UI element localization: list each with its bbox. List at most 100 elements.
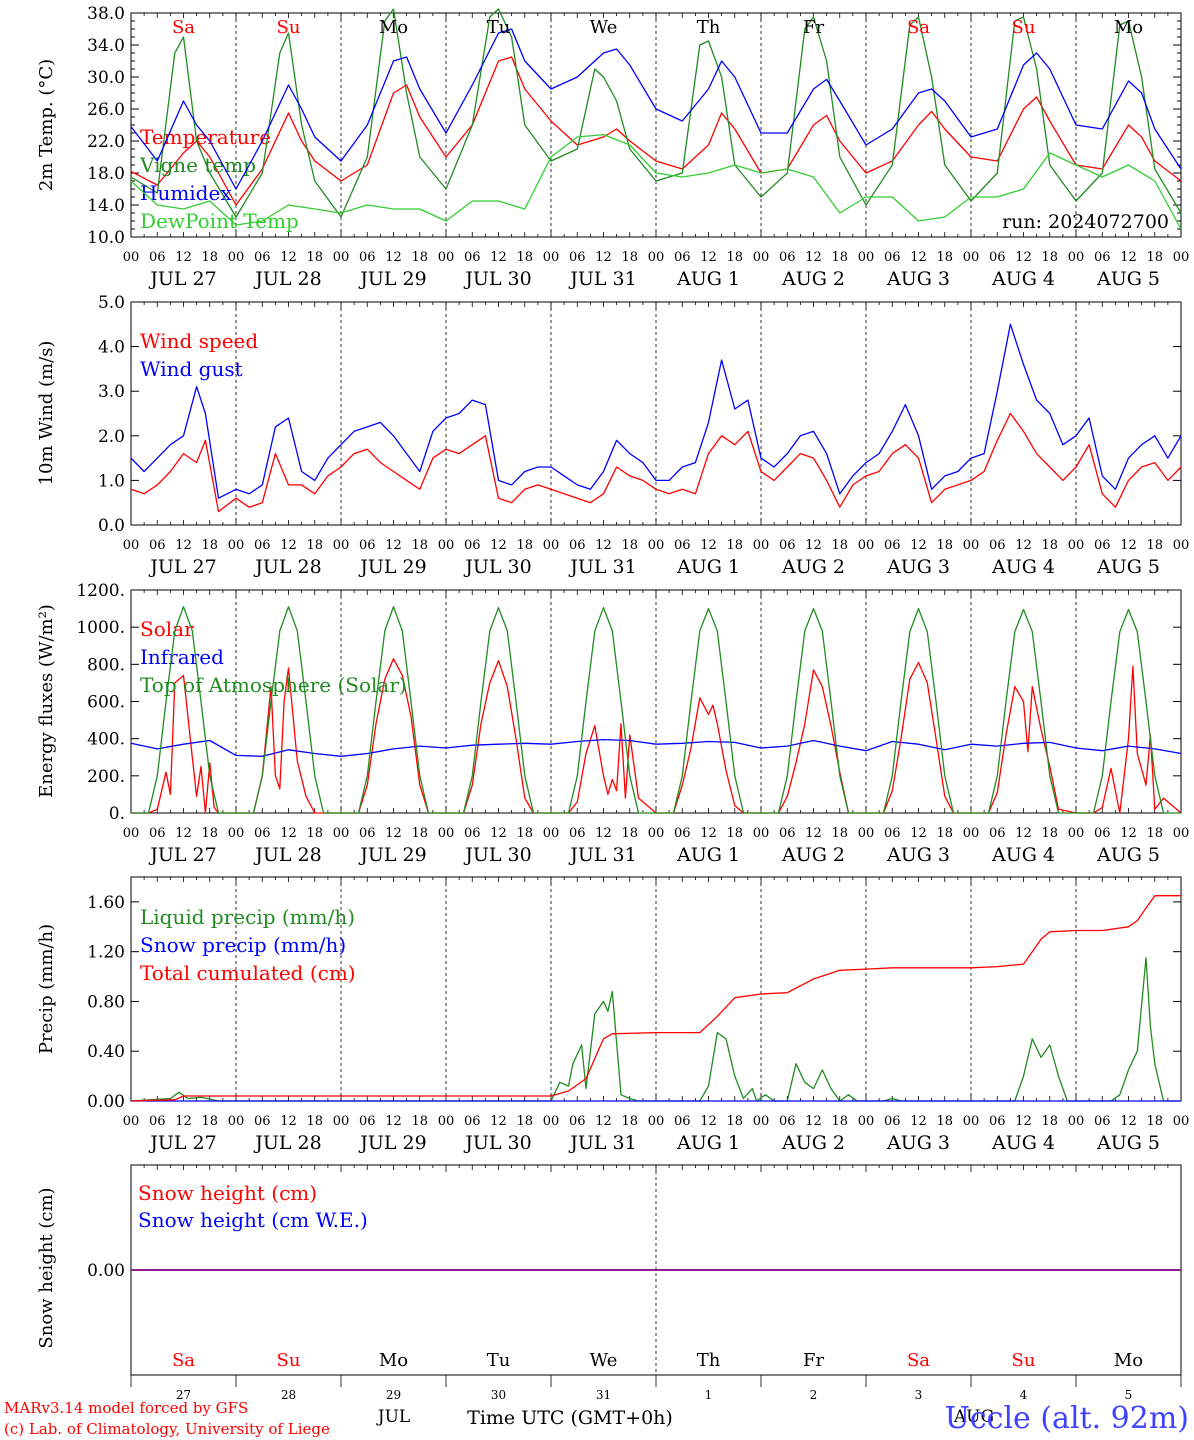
hour-tick-label: 06 xyxy=(254,250,271,265)
hour-tick-label: 00 xyxy=(228,1114,245,1129)
date-label: AUG 5 xyxy=(1096,268,1160,290)
hour-tick-label: 18 xyxy=(201,826,218,841)
hour-tick-label: 00 xyxy=(858,1114,875,1129)
hour-tick-label: 18 xyxy=(306,1114,323,1129)
hour-tick-label: 00 xyxy=(1173,826,1190,841)
y-tick-label: 0.40 xyxy=(87,1042,125,1062)
hour-tick-label: 06 xyxy=(569,826,586,841)
y-tick-label: 10.0 xyxy=(87,228,125,248)
date-label: JUL 31 xyxy=(568,844,636,866)
hour-tick-label: 00 xyxy=(753,1114,770,1129)
date-label: AUG 3 xyxy=(886,268,950,290)
hour-tick-label: 12 xyxy=(700,1114,717,1129)
hour-tick-label: 12 xyxy=(700,538,717,553)
day-name-label: Fr xyxy=(803,1350,824,1371)
hour-tick-label: 06 xyxy=(1094,538,1111,553)
hour-tick-label: 18 xyxy=(1146,826,1163,841)
hour-tick-label: 00 xyxy=(438,250,455,265)
day-name-label: We xyxy=(590,17,618,38)
day-name-label: Su xyxy=(277,1350,301,1371)
hour-tick-label: 18 xyxy=(1146,538,1163,553)
legend-entry: Humidex xyxy=(140,181,232,205)
hour-tick-label: 12 xyxy=(595,826,612,841)
date-label: JUL 28 xyxy=(253,1132,321,1154)
y-tick-label: 0. xyxy=(109,804,125,824)
day-name-label: Th xyxy=(697,1350,721,1371)
hour-tick-label: 12 xyxy=(805,826,822,841)
hour-tick-label: 06 xyxy=(1094,826,1111,841)
date-label: AUG 4 xyxy=(991,556,1055,578)
hour-tick-label: 00 xyxy=(753,538,770,553)
day-name-label: Sa xyxy=(172,17,195,38)
hour-tick-label: 12 xyxy=(1120,250,1137,265)
date-label: AUG 4 xyxy=(991,1132,1055,1154)
hour-tick-label: 12 xyxy=(385,538,402,553)
hour-tick-label: 12 xyxy=(910,826,927,841)
hour-tick-label: 18 xyxy=(1041,250,1058,265)
series-line-2 xyxy=(130,8,1182,218)
month-aug-label: AUG xyxy=(953,1407,994,1427)
date-label: AUG 4 xyxy=(991,268,1055,290)
hour-tick-label: 12 xyxy=(280,1114,297,1129)
hour-tick-label: 12 xyxy=(175,538,192,553)
hour-tick-label: 12 xyxy=(1015,250,1032,265)
hour-tick-label: 18 xyxy=(201,1114,218,1129)
hour-tick-label: 06 xyxy=(569,250,586,265)
hour-tick-label: 12 xyxy=(910,538,927,553)
hour-tick-label: 00 xyxy=(333,250,350,265)
day-name-label: Su xyxy=(1012,17,1036,38)
hour-tick-label: 06 xyxy=(779,250,796,265)
date-label: JUL 30 xyxy=(463,556,531,578)
hour-tick-label: 18 xyxy=(201,538,218,553)
hour-tick-label: 18 xyxy=(306,826,323,841)
hour-tick-label: 00 xyxy=(543,826,560,841)
date-label: JUL 29 xyxy=(358,1132,426,1154)
hour-tick-label: 00 xyxy=(963,826,980,841)
panel-1: 10.0 14.0 18.0 22.0 26.0 30.0 34.0 38.0 2m Temp.… xyxy=(36,4,1189,290)
panel-2: 0.0 1.0 2.0 3.0 4.0 5.0 10m Wind (m/s) Wind spe… xyxy=(36,293,1189,578)
hour-tick-label: 12 xyxy=(385,250,402,265)
hour-tick-label: 00 xyxy=(543,250,560,265)
hour-tick-label: 12 xyxy=(595,538,612,553)
hour-tick-label: 06 xyxy=(359,250,376,265)
series-line-3 xyxy=(131,606,1181,814)
panel-4: 0.00 0.40 0.80 1.20 1.60 Precip (mm/h) Liquid … xyxy=(36,876,1190,1154)
day-name-label: Sa xyxy=(907,17,930,38)
date-label: JUL 28 xyxy=(253,268,321,290)
hour-tick-label: 18 xyxy=(831,826,848,841)
hour-tick-label: 06 xyxy=(674,538,691,553)
legend-entry: Infrared xyxy=(140,645,224,669)
y-tick-label: 5.0 xyxy=(98,293,125,313)
day-number-label: 29 xyxy=(386,1388,401,1402)
hour-tick-label: 00 xyxy=(648,1114,665,1129)
hour-tick-label: 00 xyxy=(228,826,245,841)
date-label: AUG 1 xyxy=(676,844,740,866)
date-label: AUG 1 xyxy=(676,268,740,290)
hour-tick-label: 00 xyxy=(1173,538,1190,553)
date-label: JUL 29 xyxy=(358,268,426,290)
day-name-label: Tu xyxy=(487,1350,511,1371)
hour-tick-label: 12 xyxy=(910,250,927,265)
hour-tick-label: 12 xyxy=(595,1114,612,1129)
hour-tick-label: 06 xyxy=(779,826,796,841)
hour-tick-label: 00 xyxy=(543,538,560,553)
hour-tick-label: 06 xyxy=(254,1114,271,1129)
hour-tick-label: 06 xyxy=(149,826,166,841)
hour-tick-label: 06 xyxy=(674,250,691,265)
hour-tick-label: 12 xyxy=(1120,538,1137,553)
hour-tick-label: 00 xyxy=(123,1114,140,1129)
hour-tick-label: 06 xyxy=(464,250,481,265)
date-label: AUG 3 xyxy=(886,844,950,866)
hour-tick-label: 00 xyxy=(1173,1114,1190,1129)
hour-tick-label: 00 xyxy=(438,538,455,553)
hour-tick-label: 06 xyxy=(884,250,901,265)
hour-tick-label: 00 xyxy=(753,826,770,841)
hour-tick-label: 06 xyxy=(884,826,901,841)
hour-tick-label: 06 xyxy=(254,538,271,553)
hour-tick-label: 00 xyxy=(123,826,140,841)
hour-tick-label: 18 xyxy=(936,1114,953,1129)
hour-tick-label: 00 xyxy=(963,538,980,553)
hour-tick-label: 06 xyxy=(149,1114,166,1129)
date-label: AUG 2 xyxy=(781,556,845,578)
date-label: JUL 27 xyxy=(148,556,216,578)
